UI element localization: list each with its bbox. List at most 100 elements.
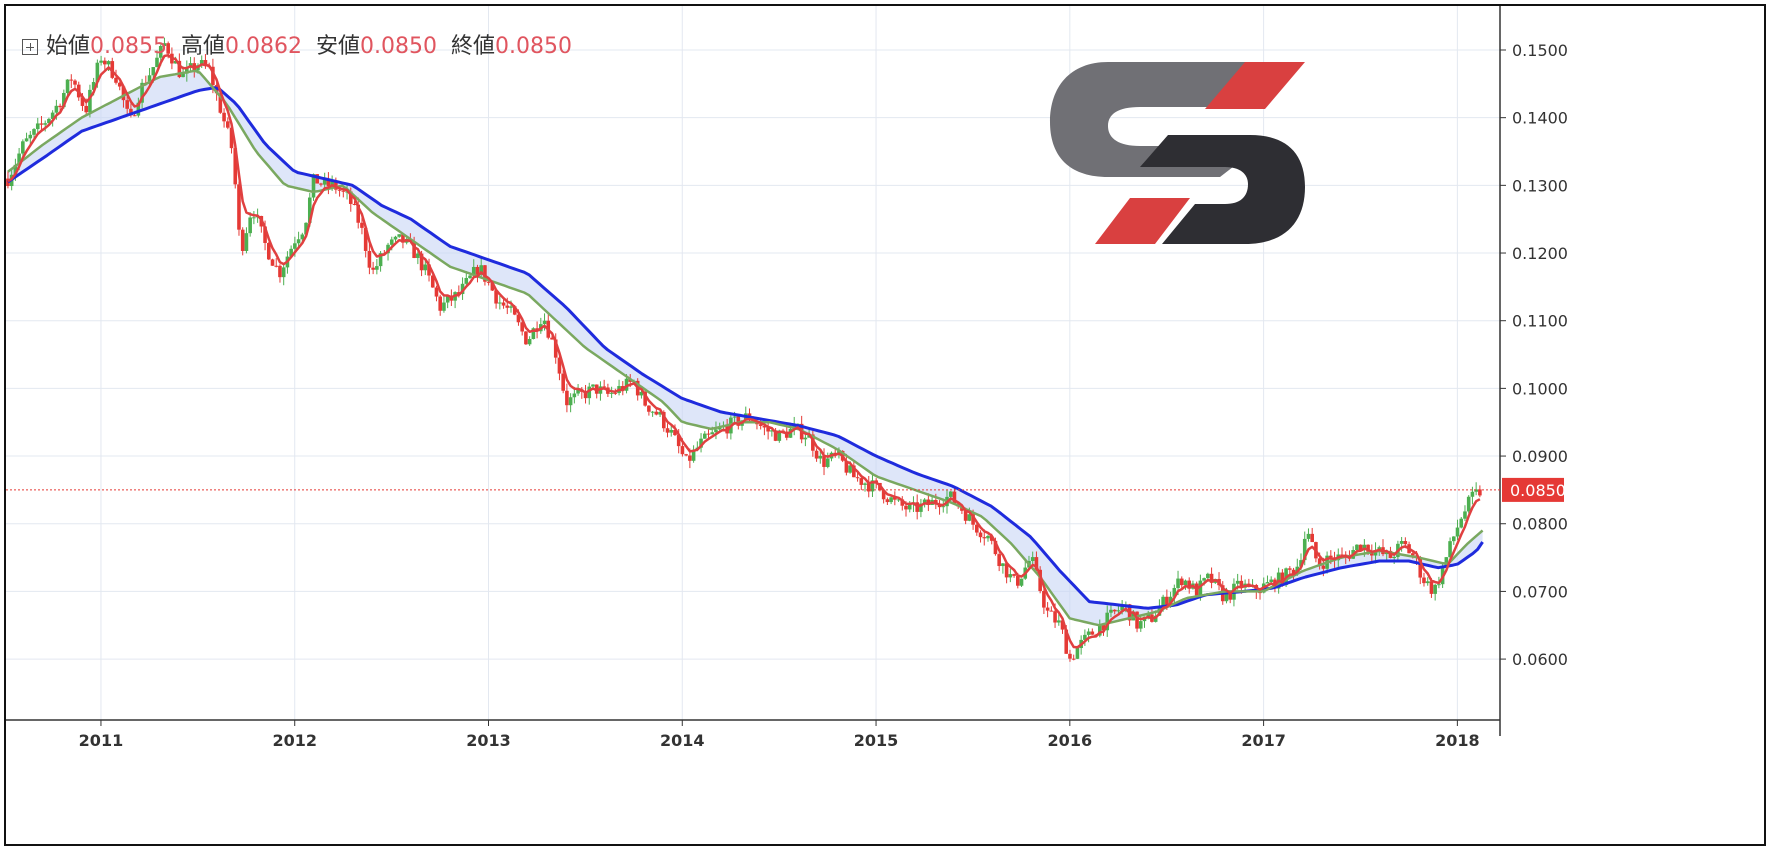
candle-body bbox=[1064, 629, 1069, 654]
candle-body bbox=[1161, 596, 1165, 607]
candle-body bbox=[173, 60, 178, 64]
candle-body bbox=[624, 378, 629, 391]
candle-body bbox=[233, 148, 238, 185]
current-price-label: 0.0850 bbox=[1510, 481, 1566, 500]
candle-body bbox=[591, 384, 595, 387]
candle-body bbox=[266, 242, 271, 260]
x-tick-label: 2016 bbox=[1048, 731, 1093, 750]
low-label: 安値 bbox=[316, 34, 361, 59]
candle-body bbox=[1451, 536, 1456, 542]
candle-body bbox=[717, 427, 722, 430]
candle-body bbox=[401, 234, 405, 243]
candle-body bbox=[904, 505, 908, 510]
candle-body bbox=[501, 302, 506, 306]
candle-body bbox=[1228, 593, 1233, 600]
candle-body bbox=[762, 425, 767, 428]
candle-body bbox=[1366, 544, 1370, 552]
y-tick-label: 0.0700 bbox=[1512, 582, 1568, 601]
candle-body bbox=[1362, 544, 1367, 551]
candle-body bbox=[62, 92, 66, 108]
candle-body bbox=[773, 430, 778, 441]
candle-body bbox=[963, 510, 968, 521]
candle-body bbox=[889, 497, 893, 503]
candle-body bbox=[199, 60, 204, 66]
candle-body bbox=[1280, 572, 1285, 586]
candle-body bbox=[300, 234, 305, 240]
candle-body bbox=[1288, 568, 1292, 570]
close-value: 0.0850 bbox=[495, 34, 572, 59]
candle-body bbox=[106, 61, 111, 65]
candle-body bbox=[1299, 560, 1303, 567]
candle-body bbox=[978, 532, 983, 538]
candle-body bbox=[852, 465, 856, 478]
candle-body bbox=[121, 86, 126, 101]
candle-body bbox=[576, 389, 580, 394]
y-tick-label: 0.0800 bbox=[1512, 515, 1568, 534]
candle-body bbox=[1429, 581, 1434, 594]
candle-body bbox=[926, 499, 931, 505]
candle-body bbox=[1187, 580, 1192, 589]
candle-body bbox=[650, 411, 655, 413]
candle-body bbox=[896, 499, 901, 501]
candle-body bbox=[527, 339, 532, 345]
candle-body bbox=[334, 180, 338, 190]
candle-body bbox=[822, 455, 826, 467]
candle-body bbox=[948, 491, 953, 497]
candle-body bbox=[457, 292, 461, 295]
candle-body bbox=[58, 105, 62, 108]
candle-body bbox=[423, 264, 428, 271]
candle-body bbox=[870, 480, 875, 492]
candle-body bbox=[389, 239, 394, 245]
candle-body bbox=[490, 282, 495, 291]
candle-body bbox=[375, 266, 379, 270]
candle-body bbox=[1269, 579, 1273, 583]
candle-body bbox=[21, 141, 25, 154]
candle-body bbox=[1358, 544, 1363, 551]
candle-body bbox=[185, 67, 189, 74]
candle-body bbox=[1075, 648, 1080, 659]
candle-body bbox=[1321, 565, 1326, 569]
candle-body bbox=[1019, 578, 1024, 586]
candle-body bbox=[509, 306, 513, 308]
candle-body bbox=[494, 290, 498, 304]
candle-body bbox=[1198, 580, 1203, 596]
y-tick-label: 0.1000 bbox=[1512, 379, 1568, 398]
candle-body bbox=[1466, 496, 1471, 512]
candle-body bbox=[1306, 533, 1311, 539]
candle-body bbox=[1392, 556, 1396, 558]
candle-body bbox=[1090, 631, 1095, 635]
candle-body bbox=[1071, 658, 1076, 660]
price-chart: 0.1500 0.1400 0.1300 0.1200 0.1100 0.1000 0.09… bbox=[6, 6, 1568, 750]
candle-body bbox=[1317, 558, 1322, 566]
candle-body bbox=[922, 499, 927, 504]
candle-body bbox=[103, 60, 107, 65]
candle-body bbox=[1459, 518, 1464, 528]
candle-body bbox=[17, 153, 21, 165]
candle-body bbox=[658, 411, 662, 415]
candle-body bbox=[1455, 527, 1460, 537]
candle-body bbox=[35, 123, 40, 130]
candle-body bbox=[758, 424, 763, 426]
candle-body bbox=[863, 483, 867, 485]
candle-body bbox=[203, 60, 208, 67]
candle-body bbox=[814, 450, 819, 459]
candle-body bbox=[825, 458, 830, 467]
candle-body bbox=[993, 540, 998, 555]
candle-body bbox=[1239, 580, 1244, 588]
candle-body bbox=[367, 250, 372, 268]
candle-body bbox=[73, 80, 77, 85]
logo-lower-s bbox=[1140, 135, 1305, 244]
expand-icon[interactable] bbox=[22, 39, 38, 55]
candle-body bbox=[1478, 489, 1482, 496]
candle-body bbox=[1172, 587, 1177, 597]
candle-body bbox=[222, 112, 226, 122]
candle-body bbox=[114, 77, 118, 83]
grid bbox=[6, 6, 1500, 720]
candle-body bbox=[322, 179, 327, 185]
candle-body bbox=[1183, 580, 1188, 586]
candle-body bbox=[117, 82, 122, 87]
candle-body bbox=[1165, 596, 1169, 605]
candle-body bbox=[147, 75, 152, 84]
logo-lower-stripe bbox=[1095, 198, 1190, 244]
candle-body bbox=[330, 180, 334, 187]
